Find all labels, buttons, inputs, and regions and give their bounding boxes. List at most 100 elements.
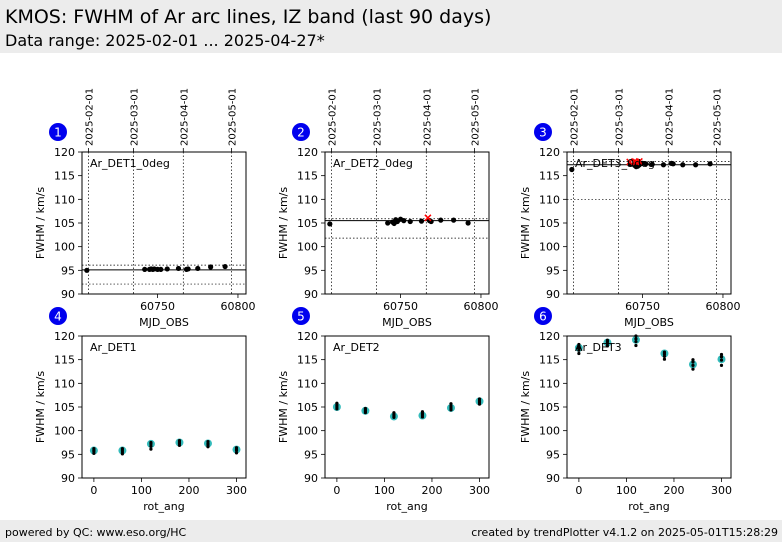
data-point: [449, 402, 453, 406]
y-axis-label: FWHM / km/s: [519, 371, 532, 443]
data-point: [401, 218, 407, 224]
data-point: [577, 351, 581, 356]
data-point: [234, 446, 239, 450]
y-tick-label: 120: [297, 330, 318, 343]
data-point: [175, 265, 182, 272]
series-label: Ar_DET3_0deg: [575, 157, 655, 170]
data-point: [605, 344, 610, 348]
data-point: [660, 162, 667, 168]
outlier-marker: [424, 214, 432, 222]
y-tick-label: 100: [539, 425, 560, 438]
footer-credit: powered by QC: www.eso.org/HC: [5, 526, 187, 539]
data-point: [577, 348, 581, 352]
data-point: [680, 162, 686, 168]
panel-number: 1: [54, 126, 62, 140]
data-point: [719, 355, 724, 359]
data-point: [385, 220, 391, 226]
data-point: [691, 367, 695, 371]
y-tick-label: 110: [54, 193, 75, 206]
data-point: [149, 440, 153, 445]
x-axis-label: MJD_OBS: [139, 316, 189, 329]
outlier-marker: [635, 157, 643, 165]
panel-number: 5: [297, 310, 305, 324]
panel-number-badge: [49, 307, 67, 325]
x-tick-label: 200: [421, 484, 442, 497]
y-tick-label: 105: [54, 217, 75, 230]
y-axis-label: FWHM / km/s: [34, 187, 47, 259]
y-tick-label: 110: [539, 377, 560, 390]
data-point: [634, 334, 638, 338]
data-point: [719, 358, 724, 362]
y-tick-label: 120: [297, 146, 318, 159]
y-tick-label: 115: [54, 170, 75, 183]
panel-number: 6: [539, 310, 547, 324]
data-point: [605, 338, 610, 342]
y-tick-label: 110: [297, 193, 318, 206]
data-point: [420, 410, 425, 414]
y-tick-label: 95: [546, 264, 560, 277]
y-tick-label: 115: [539, 170, 560, 183]
y-axis-label: FWHM / km/s: [34, 371, 47, 443]
x-tick-label: 0: [333, 484, 340, 497]
y-tick-label: 95: [61, 264, 75, 277]
data-point: [707, 161, 713, 167]
y-tick-label: 90: [61, 288, 75, 301]
data-point: [84, 267, 90, 273]
y-axis-label: FWHM / km/s: [519, 187, 532, 259]
data-point: [92, 447, 96, 451]
data-point: [142, 266, 148, 272]
data-point: [120, 447, 125, 451]
y-tick-label: 100: [54, 425, 75, 438]
series-label: Ar_DET1: [90, 341, 137, 354]
y-tick-label: 115: [297, 354, 318, 367]
y-tick-label: 105: [539, 217, 560, 230]
x-tick-label: 60750: [140, 300, 175, 313]
x-axis-label: MJD_OBS: [624, 316, 674, 329]
chart-panel-3: 2025-02-01 2025-03-01 2025-04-01 2025-05-01…: [519, 88, 740, 329]
y-tick-label: 110: [297, 377, 318, 390]
x-tick-label: 60800: [463, 300, 498, 313]
plot-frame: [566, 335, 732, 479]
panel-number: 2: [297, 126, 305, 140]
data-point: [662, 354, 667, 358]
data-point: [222, 263, 228, 270]
x-axis-label: rot_ang: [143, 500, 185, 513]
data-point: [234, 451, 239, 455]
date-tick-label: 2025-05-01: [228, 88, 239, 146]
data-point: [164, 266, 170, 272]
plot-frame: [81, 335, 247, 479]
data-point: [465, 220, 471, 226]
series-label: Ar_DET2: [333, 341, 380, 354]
data-point: [335, 401, 339, 405]
series-label: Ar_DET2_0deg: [333, 157, 413, 170]
x-tick-label: 60750: [383, 300, 418, 313]
x-tick-label: 200: [663, 484, 684, 497]
x-tick-label: 200: [178, 484, 199, 497]
data-point: [451, 217, 457, 223]
y-tick-label: 90: [546, 288, 560, 301]
panel-number-badge: [534, 123, 552, 141]
y-tick-label: 100: [54, 241, 75, 254]
data-point: [662, 350, 667, 354]
y-tick-label: 115: [539, 354, 560, 367]
data-point: [438, 217, 444, 223]
date-tick-label: 2025-02-01: [569, 88, 580, 146]
data-point: [693, 162, 699, 168]
data-point: [449, 404, 453, 408]
y-tick-label: 90: [304, 288, 318, 301]
plot-frame: [566, 151, 732, 295]
date-tick-label: 2025-04-01: [179, 88, 190, 146]
x-axis-label: rot_ang: [386, 500, 428, 513]
x-tick-label: 300: [469, 484, 490, 497]
x-tick-label: 300: [711, 484, 732, 497]
x-tick-label: 60800: [220, 300, 255, 313]
y-tick-label: 120: [539, 330, 560, 343]
y-tick-label: 105: [54, 401, 75, 414]
x-tick-label: 100: [131, 484, 152, 497]
date-tick-label: 2025-05-01: [471, 88, 482, 146]
page-subtitle: Data range: 2025-02-01 ... 2025-04-27*: [5, 31, 325, 50]
data-point: [363, 406, 368, 411]
panel-number-badge: [292, 123, 310, 141]
data-point: [327, 221, 333, 227]
data-point: [634, 343, 638, 348]
